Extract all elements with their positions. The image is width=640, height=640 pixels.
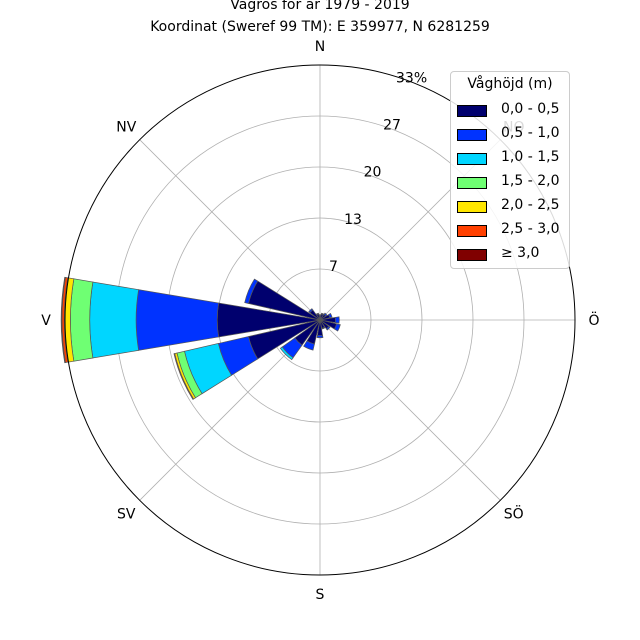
legend-swatch [457,249,487,261]
legend: Våghöjd (m) 0,0 - 0,5 0,5 - 1,0 1,0 - 1,… [450,71,570,269]
legend-swatch [457,225,487,237]
legend-label: 2,5 - 3,0 [501,221,560,237]
sector-segment [323,312,328,317]
direction-label: N [315,39,325,55]
legend-swatch [457,153,487,165]
sector-segment [279,346,294,361]
sector-segment [315,312,320,316]
direction-label: S [316,587,325,603]
legend-swatch [457,129,487,141]
direction-label: V [41,313,51,329]
radial-tick-label: 20 [364,165,382,181]
sector-segment [244,278,259,304]
sector-segment [89,281,140,359]
sector-segment [70,278,94,362]
legend-label: 0,5 - 1,0 [501,125,560,141]
sector-segment [321,326,326,330]
sector-segment [333,323,341,332]
legend-label: 2,0 - 2,5 [501,197,560,213]
sector-segment [60,276,66,364]
radial-tick-label: 13 [344,212,362,228]
legend-swatch [457,105,487,117]
direction-label: SV [117,507,136,523]
sector-segment [334,316,340,324]
sector-segment [173,353,195,400]
chart-title: Vågros för år 1979 - 2019 [230,0,410,13]
sector-segment [303,340,315,351]
legend-swatch [457,177,487,189]
legend-swatch [457,201,487,213]
grid-spoke [319,319,501,501]
grid-spoke [139,139,321,321]
sector-segment [318,314,322,316]
sector-segment [328,312,333,319]
legend-label: 0,0 - 0,5 [501,101,560,117]
direction-label: NV [116,119,136,135]
radial-tick-label: 7 [329,259,338,275]
direction-label: SÖ [504,505,524,523]
sector-segment [308,308,314,314]
sector-segment [316,334,324,339]
legend-label: 1,5 - 2,0 [501,173,560,189]
sector-segment [135,289,220,351]
radial-tick-label: 33% [396,70,427,86]
legend-label: 1,0 - 1,5 [501,149,560,165]
radial-tick-label: 27 [383,118,401,134]
chart-subtitle: Koordinat (Sweref 99 TM): E 359977, N 62… [150,19,490,35]
legend-label: ≥ 3,0 [501,245,540,261]
outer-ring [64,64,576,576]
sector-segment [325,325,331,331]
sector-segment [320,312,325,316]
direction-label: Ö [588,311,599,329]
legend-title: Våghöjd (m) [467,76,553,92]
